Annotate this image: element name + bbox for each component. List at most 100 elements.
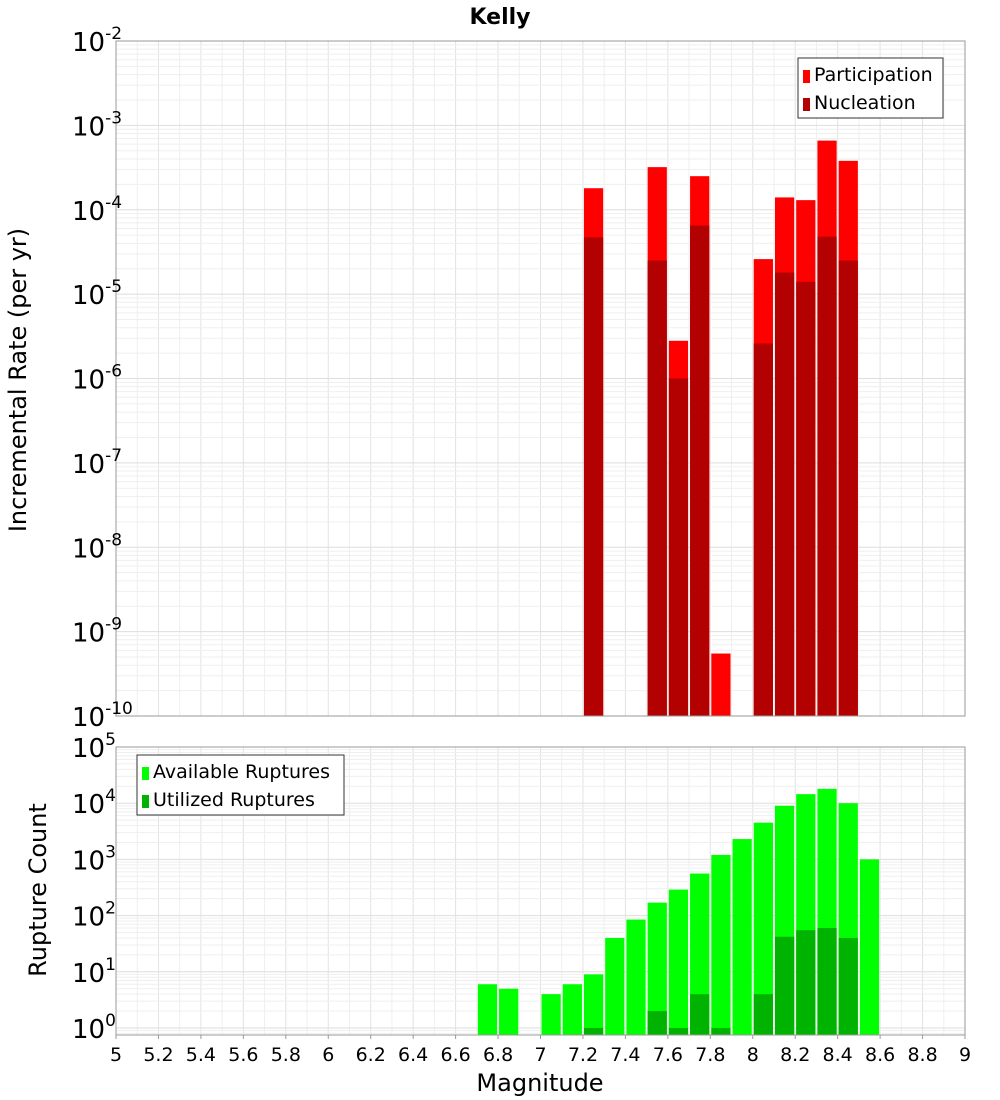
- legend-swatch: [142, 795, 149, 808]
- participation-nucleation-panel: 10-1010-910-810-710-610-510-410-310-2Par…: [72, 24, 966, 733]
- y-tick-exponent: 3: [105, 842, 116, 862]
- bar-nucleation: [668, 378, 689, 716]
- y-tick-label: 100: [72, 1011, 116, 1045]
- x-tick-label: 7.8: [695, 1044, 725, 1066]
- bar-nucleation: [753, 343, 773, 716]
- x-tick-label: 8: [747, 1044, 759, 1066]
- legend-label: Utilized Ruptures: [153, 789, 315, 811]
- legend-label: Available Ruptures: [153, 761, 330, 783]
- y-tick-label: 10-8: [72, 530, 122, 564]
- legend-label: Nucleation: [814, 92, 916, 114]
- bar-nucleation: [817, 236, 837, 716]
- y-tick-base: 10: [72, 28, 105, 58]
- bar-nucleation: [774, 272, 795, 716]
- bar-utilized-ruptures: [647, 1011, 667, 1035]
- y-tick-base: 10: [72, 534, 105, 564]
- y-tick-base: 10: [72, 790, 105, 820]
- chart-title: Kelly: [469, 5, 530, 30]
- y-tick-base: 10: [72, 619, 105, 649]
- y-tick-label: 105: [72, 730, 116, 764]
- legend-swatch: [142, 767, 149, 780]
- y-tick-exponent: -6: [105, 362, 122, 382]
- x-tick-label: 6.4: [398, 1044, 428, 1066]
- y-tick-exponent: -4: [105, 193, 122, 213]
- bar-available-ruptures: [668, 889, 689, 1035]
- y-tick-base: 10: [72, 903, 105, 933]
- legend-label: Participation: [814, 64, 933, 86]
- bar-available-ruptures: [562, 984, 582, 1035]
- bar-available-ruptures: [583, 974, 604, 1035]
- bar-available-ruptures: [541, 994, 561, 1035]
- bar-available-ruptures: [477, 984, 498, 1035]
- x-tick-label: 5.6: [228, 1044, 258, 1066]
- x-tick-label: 7: [534, 1044, 546, 1066]
- y-tick-label: 10-4: [72, 193, 122, 227]
- bar-utilized-ruptures: [838, 937, 858, 1035]
- legend-box: [797, 57, 944, 119]
- bar-utilized-ruptures: [690, 994, 710, 1035]
- bottom-y-axis-label: Rupture Count: [24, 803, 52, 977]
- y-tick-label: 10-9: [72, 615, 122, 649]
- bar-utilized-ruptures: [796, 930, 816, 1035]
- x-tick-label: 5: [110, 1044, 122, 1066]
- y-tick-label: 10-6: [72, 362, 122, 396]
- y-tick-base: 10: [72, 734, 105, 764]
- x-tick-label: 7.6: [653, 1044, 683, 1066]
- y-tick-exponent: -8: [105, 530, 122, 550]
- y-tick-exponent: -5: [105, 277, 122, 297]
- x-tick-label: 6: [322, 1044, 334, 1066]
- x-tick-label: 6.6: [440, 1044, 470, 1066]
- bar-utilized-ruptures: [711, 1027, 731, 1035]
- y-tick-label: 10-7: [72, 446, 122, 480]
- bar-utilized-ruptures: [753, 994, 773, 1035]
- y-tick-exponent: -2: [105, 24, 122, 44]
- x-tick-label: 8.2: [780, 1044, 810, 1066]
- plot-frame: [115, 40, 966, 717]
- bar-participation: [711, 653, 731, 716]
- x-tick-label: 7.2: [568, 1044, 598, 1066]
- x-tick-label: 8.8: [907, 1044, 937, 1066]
- bar-available-ruptures: [605, 937, 625, 1035]
- y-tick-exponent: 5: [105, 730, 116, 750]
- bar-available-ruptures: [732, 839, 752, 1035]
- y-tick-label: 103: [72, 842, 116, 876]
- y-tick-label: 10-5: [72, 277, 122, 311]
- x-tick-label: 7.4: [610, 1044, 640, 1066]
- y-tick-base: 10: [72, 281, 105, 311]
- y-tick-base: 10: [72, 450, 105, 480]
- x-axis-label: Magnitude: [476, 1069, 603, 1097]
- y-tick-exponent: 1: [105, 955, 116, 975]
- y-tick-exponent: 2: [105, 899, 116, 919]
- top-y-axis-label: Incremental Rate (per yr): [4, 228, 32, 532]
- bar-utilized-ruptures: [668, 1027, 689, 1035]
- y-tick-base: 10: [72, 959, 105, 989]
- x-tick-label: 5.4: [186, 1044, 216, 1066]
- y-tick-exponent: 0: [105, 1011, 116, 1031]
- bar-nucleation: [838, 260, 858, 716]
- bar-available-ruptures: [626, 919, 646, 1035]
- bar-available-ruptures: [647, 902, 667, 1035]
- bar-utilized-ruptures: [774, 936, 795, 1035]
- x-tick-label: 8.6: [865, 1044, 895, 1066]
- y-tick-base: 10: [72, 703, 105, 733]
- legend-box: [136, 754, 345, 816]
- y-tick-exponent: -7: [105, 446, 122, 466]
- bar-nucleation: [796, 281, 816, 716]
- y-tick-exponent: -9: [105, 615, 122, 635]
- x-tick-label: 5.8: [271, 1044, 301, 1066]
- bar-utilized-ruptures: [583, 1027, 604, 1035]
- x-tick-label: 6.2: [356, 1044, 386, 1066]
- y-tick-base: 10: [72, 846, 105, 876]
- y-tick-base: 10: [72, 112, 105, 142]
- bar-nucleation: [583, 237, 604, 716]
- bar-nucleation: [647, 260, 667, 716]
- y-tick-label: 10-3: [72, 108, 122, 142]
- x-tick-label: 9: [959, 1044, 971, 1066]
- y-tick-exponent: -10: [105, 699, 133, 719]
- y-tick-base: 10: [72, 1015, 105, 1045]
- legend-swatch: [803, 98, 810, 111]
- bar-available-ruptures: [753, 822, 773, 1035]
- bar-available-ruptures: [711, 854, 731, 1035]
